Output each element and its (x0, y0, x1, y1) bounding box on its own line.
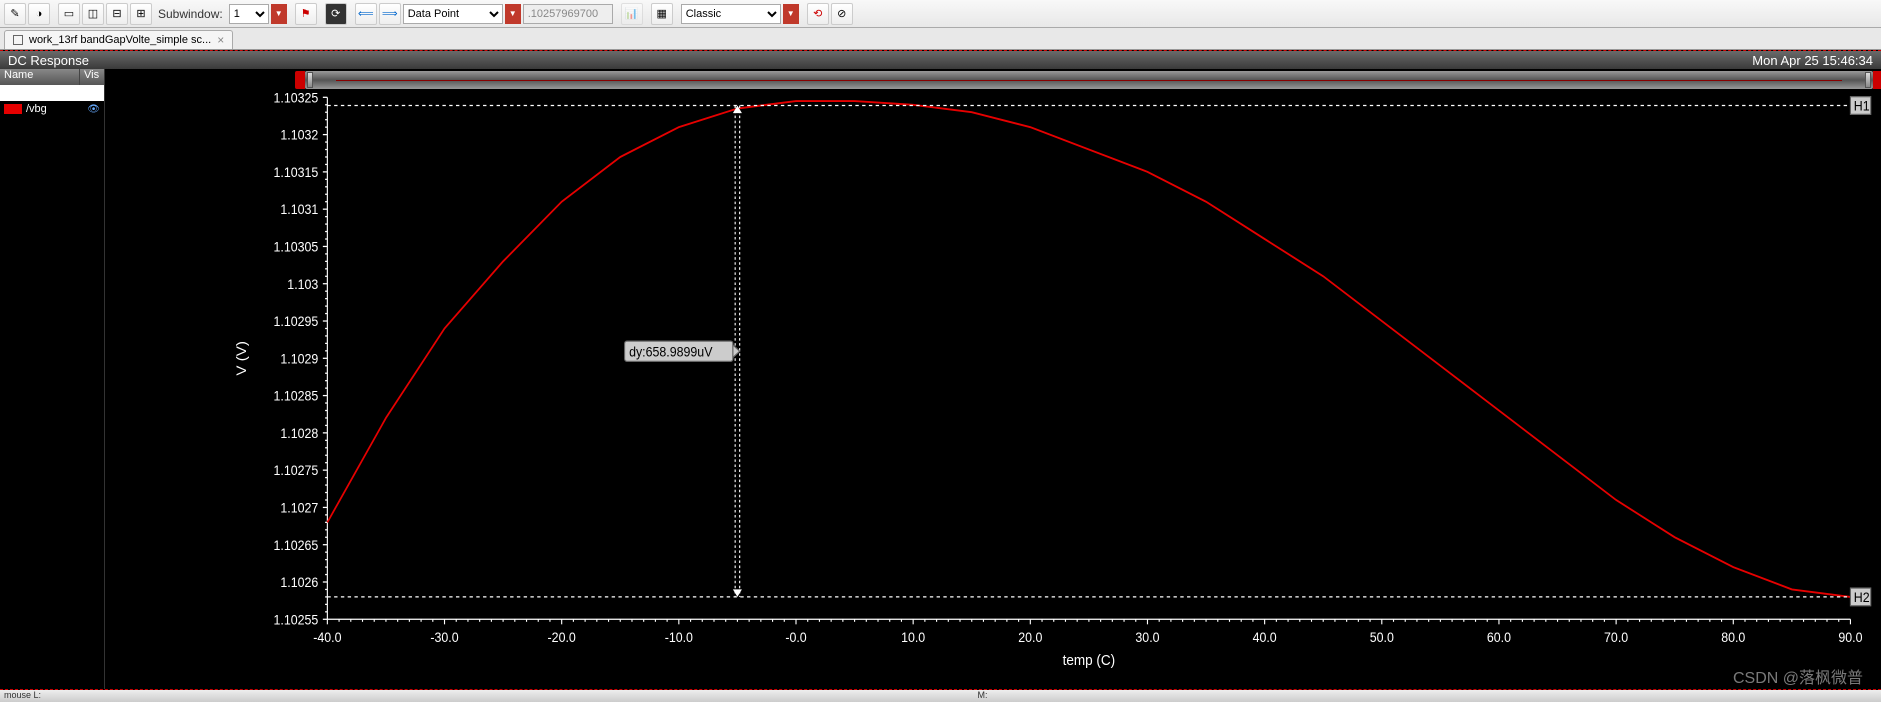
layout-vsplit-icon[interactable]: ◫ (82, 3, 104, 25)
tab-close-icon[interactable]: × (217, 33, 224, 47)
tool-pencil-icon[interactable]: ✎ (4, 3, 26, 25)
style-dropdown-icon[interactable]: ▼ (783, 4, 799, 24)
svg-text:30.0: 30.0 (1135, 629, 1159, 645)
svg-text:-10.0: -10.0 (665, 629, 693, 645)
svg-text:1.1026: 1.1026 (280, 574, 318, 590)
overview-handle-right[interactable] (1865, 72, 1871, 88)
plot-title: DC Response (8, 53, 89, 68)
plot-title-bar: DC Response Mon Apr 25 15:46:34 (0, 51, 1881, 69)
overview-handle-left[interactable] (307, 72, 313, 88)
visibility-icon[interactable]: 👁 (87, 104, 100, 115)
svg-text:1.10325: 1.10325 (274, 91, 319, 106)
datapoint-value[interactable] (523, 4, 613, 24)
svg-text:-0.0: -0.0 (785, 629, 806, 645)
svg-text:1.1027: 1.1027 (280, 500, 318, 516)
sidebar-header: Name Vis (0, 69, 104, 85)
plot-timestamp: Mon Apr 25 15:46:34 (1752, 53, 1873, 68)
svg-text:1.10305: 1.10305 (274, 239, 319, 255)
chart-area[interactable]: 1.10255 1.1026 1.10265 1.1027 1.10275 1.1028 1… (113, 91, 1873, 685)
subwindow-select[interactable]: 1 (229, 4, 269, 24)
trace-filter-input[interactable] (0, 85, 104, 101)
refresh-icon[interactable]: ⟲ (807, 3, 829, 25)
tab-active[interactable]: work_13rf bandGapVolte_simple sc... × (4, 30, 233, 49)
trace-color-swatch (4, 104, 22, 114)
subwindow-label: Subwindow: (154, 7, 227, 21)
overview-trace (336, 80, 1841, 81)
tab-doc-icon (13, 35, 23, 45)
svg-text:20.0: 20.0 (1018, 629, 1042, 645)
svg-text:1.1031: 1.1031 (280, 202, 318, 218)
svg-text:H1: H1 (1854, 98, 1870, 114)
svg-text:1.10275: 1.10275 (274, 463, 319, 479)
svg-text:-20.0: -20.0 (548, 629, 576, 645)
subwindow-dropdown-icon[interactable]: ▼ (271, 4, 287, 24)
style-select[interactable]: Classic (681, 4, 781, 24)
chart-svg: 1.10255 1.1026 1.10265 1.1027 1.10275 1.1028 1… (113, 91, 1873, 685)
main-area: DC Response Mon Apr 25 15:46:34 Name Vis… (0, 50, 1881, 690)
svg-text:50.0: 50.0 (1370, 629, 1394, 645)
chart-tool-icon[interactable]: 📊 (621, 3, 643, 25)
status-bar: mouse L: M: (0, 690, 1881, 702)
svg-text:1.10285: 1.10285 (274, 388, 319, 404)
plot-body: 1.10255 1.1026 1.10265 1.1027 1.10275 1.1028 1… (105, 69, 1881, 689)
svg-text:H2: H2 (1854, 589, 1870, 605)
layout-single-icon[interactable]: ▭ (58, 3, 80, 25)
trace-label: /vbg (26, 103, 47, 115)
plot-wrapper: DC Response Mon Apr 25 15:46:34 Name Vis… (0, 51, 1881, 689)
svg-text:70.0: 70.0 (1604, 629, 1628, 645)
svg-text:V (V): V (V) (235, 341, 250, 376)
svg-text:80.0: 80.0 (1721, 629, 1745, 645)
nav-fwd-icon[interactable]: ⟹ (379, 3, 401, 25)
tab-title: work_13rf bandGapVolte_simple sc... (29, 34, 211, 46)
layout-hsplit-icon[interactable]: ⊟ (106, 3, 128, 25)
col-name[interactable]: Name (0, 69, 80, 85)
mode-dropdown-icon[interactable]: ▼ (505, 4, 521, 24)
svg-text:1.10295: 1.10295 (274, 313, 319, 329)
svg-text:dy:658.9899uV: dy:658.9899uV (629, 344, 713, 360)
layout-grid-icon[interactable]: ⊞ (130, 3, 152, 25)
tool-palette-icon[interactable]: ◑ (28, 3, 50, 25)
mode-select[interactable]: Data Point (403, 4, 503, 24)
flag-red-icon[interactable]: ⚑ (295, 3, 317, 25)
svg-text:1.1028: 1.1028 (280, 425, 318, 441)
nav-back-icon[interactable]: ⟸ (355, 3, 377, 25)
svg-text:1.10265: 1.10265 (274, 537, 319, 553)
status-mouse-l: mouse L: (4, 690, 41, 702)
svg-text:1.10255: 1.10255 (274, 612, 319, 628)
svg-text:1.1029: 1.1029 (280, 351, 318, 367)
trace-item[interactable]: /vbg 👁 (0, 101, 104, 117)
svg-text:40.0: 40.0 (1253, 629, 1277, 645)
svg-text:10.0: 10.0 (901, 629, 925, 645)
overview-scroller[interactable] (305, 71, 1873, 89)
stop-refresh-icon[interactable]: ⊘ (831, 3, 853, 25)
svg-text:-30.0: -30.0 (430, 629, 458, 645)
tab-bar: work_13rf bandGapVolte_simple sc... × (0, 28, 1881, 50)
svg-text:1.103: 1.103 (287, 276, 318, 292)
svg-text:-40.0: -40.0 (313, 629, 341, 645)
svg-text:60.0: 60.0 (1487, 629, 1511, 645)
svg-text:1.10315: 1.10315 (274, 164, 319, 180)
status-mouse-m: M: (978, 690, 988, 702)
svg-text:90.0: 90.0 (1838, 629, 1862, 645)
trace-tool-icon[interactable]: ⟳ (325, 3, 347, 25)
trace-sidebar: Name Vis /vbg 👁 (0, 69, 105, 689)
col-vis[interactable]: Vis (80, 69, 104, 85)
table-tool-icon[interactable]: ▦ (651, 3, 673, 25)
svg-text:temp (C): temp (C) (1063, 652, 1116, 669)
svg-text:1.1032: 1.1032 (280, 127, 318, 143)
toolbar: ✎ ◑ ▭ ◫ ⊟ ⊞ Subwindow: 1 ▼ ⚑ ⟳ ⟸ ⟹ Data … (0, 0, 1881, 28)
